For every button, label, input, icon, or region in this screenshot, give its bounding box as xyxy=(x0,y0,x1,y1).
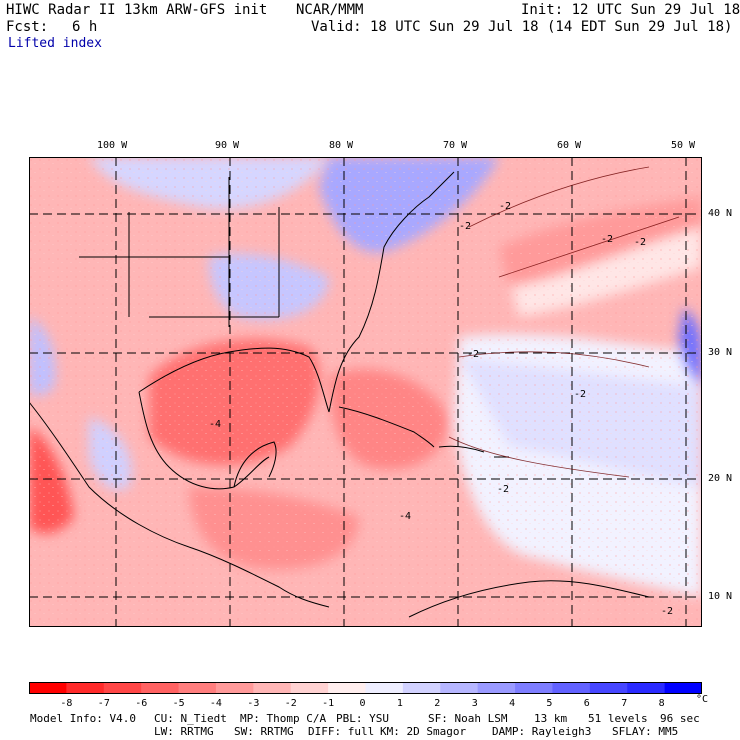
contour-label: -4 xyxy=(399,511,411,522)
colorbar-labels: -8 -7 -6 -5 -4 -3 -2 -1 0 1 2 3 4 5 6 7 8 °C xyxy=(0,694,740,709)
colorbar-tick-label: 0 xyxy=(359,698,366,709)
lat-label: 20 N xyxy=(708,473,733,484)
border-line xyxy=(79,177,280,327)
hispaniola xyxy=(438,445,485,453)
contour-label: -2 xyxy=(601,234,613,245)
coastlines-and-borders xyxy=(29,171,650,618)
levels: 51 levels xyxy=(588,712,648,725)
lon-label: 90 W xyxy=(215,140,240,151)
contour-label: -2 xyxy=(661,606,673,617)
contour-label: -2 xyxy=(467,349,479,360)
colorbar-tick-label: 8 xyxy=(658,698,665,709)
colorbar xyxy=(29,682,702,694)
colorbar-swatch xyxy=(552,682,591,694)
colorbar-swatch xyxy=(290,682,329,694)
colorbar-tick-label: -8 xyxy=(60,698,73,709)
surface-layer-option: SFLAY: MM5 xyxy=(612,725,679,738)
colorbar-swatch xyxy=(477,682,516,694)
colorbar-swatch xyxy=(253,682,292,694)
colorbar-tick-label: -3 xyxy=(247,698,260,709)
colorbar-tick-label: -2 xyxy=(284,698,297,709)
shortwave-scheme: SW: RRTMG xyxy=(234,725,294,738)
lon-label: 80 W xyxy=(329,140,354,151)
forecast-hour: 6 h xyxy=(72,19,98,35)
lon-label: 60 W xyxy=(557,140,582,151)
diffusion-option: DIFF: full xyxy=(308,725,375,738)
lat-label: 40 N xyxy=(708,208,733,219)
colorbar-swatch xyxy=(29,682,67,694)
model-title: HIWC Radar II 13km ARW-GFS init xyxy=(6,2,268,18)
us-east-coast xyxy=(328,171,455,413)
km-option: KM: 2D Smagor xyxy=(380,725,467,738)
colorbar-swatch xyxy=(66,682,105,694)
field-name: Lifted index xyxy=(8,36,102,51)
lon-label: 50 W xyxy=(671,140,696,151)
lat-label: 10 N xyxy=(708,591,733,602)
mexico-pacific-coast xyxy=(29,401,190,548)
colorbar-tick-label: 7 xyxy=(621,698,628,709)
colorbar-swatch xyxy=(440,682,479,694)
organization: NCAR/MMM xyxy=(296,2,364,18)
colorbar-swatch xyxy=(103,682,142,694)
colorbar-tick-label: 3 xyxy=(471,698,478,709)
colorbar-swatch xyxy=(328,682,366,694)
mexico-coast xyxy=(138,391,270,490)
colorbar-tick-label: 5 xyxy=(546,698,553,709)
lat-label: 30 N xyxy=(708,347,733,358)
colorbar-tick-label: 4 xyxy=(509,698,516,709)
colorbar-tick-label: -4 xyxy=(209,698,222,709)
surface-scheme: SF: Noah LSM xyxy=(428,712,508,725)
init-time: Init: 12 UTC Sun 29 Jul 18 xyxy=(521,2,740,18)
valid-time: Valid: 18 UTC Sun 29 Jul 18 (14 EDT Sun … xyxy=(311,19,733,35)
lifted-index-map: -2 -2 -2 -2 -4 -2 -2 -2 -4 -2 xyxy=(29,157,702,627)
colorbar-tick-label: -7 xyxy=(97,698,110,709)
south-america-coast xyxy=(408,580,650,618)
colorbar-swatch xyxy=(215,682,254,694)
colorbar-swatch xyxy=(402,682,441,694)
microphysics-scheme: MP: Thomp C/A xyxy=(240,712,327,725)
colorbar-unit: °C xyxy=(696,694,709,705)
model-info: Model Info: V4.0 xyxy=(30,712,136,725)
central-america-coast xyxy=(188,546,330,608)
lon-label: 70 W xyxy=(443,140,468,151)
lon-label: 100 W xyxy=(97,140,128,151)
colorbar-border xyxy=(29,682,702,694)
colorbar-tick-label: -5 xyxy=(172,698,185,709)
colorbar-swatch xyxy=(589,682,628,694)
forecast-label: Fcst: xyxy=(6,19,49,35)
contour-label: -2 xyxy=(574,389,586,400)
map-border xyxy=(29,157,702,627)
pbl-scheme: PBL: YSU xyxy=(336,712,389,725)
colorbar-swatch xyxy=(178,682,217,694)
contour-lines xyxy=(448,166,680,478)
colorbar-tick-label: -6 xyxy=(135,698,148,709)
longwave-scheme: LW: RRTMG xyxy=(154,725,214,738)
damping-option: DAMP: Rayleigh3 xyxy=(492,725,592,738)
us-gulf-coast xyxy=(138,347,330,413)
contour-label-group: -2 -2 -2 -2 -4 -2 -2 -2 -4 -2 xyxy=(209,201,673,617)
colorbar-swatch xyxy=(664,682,702,694)
timestep: 96 sec xyxy=(660,712,700,725)
colorbar-tick-label: 6 xyxy=(583,698,590,709)
contour-label: -2 xyxy=(497,484,509,495)
contour-label: -2 xyxy=(459,221,471,232)
cuba xyxy=(338,406,435,448)
yucatan xyxy=(233,441,277,488)
lat-lon-grid xyxy=(29,157,702,627)
colorbar-swatch xyxy=(515,682,553,694)
contour-label: -2 xyxy=(634,237,646,248)
colorbar-tick-label: -1 xyxy=(322,698,335,709)
colorbar-swatch xyxy=(141,682,180,694)
colorbar-tick-label: 2 xyxy=(434,698,441,709)
colorbar-swatch xyxy=(365,682,404,694)
contour-label: -2 xyxy=(499,201,511,212)
contour-label: -4 xyxy=(209,419,221,430)
colorbar-tick-label: 1 xyxy=(396,698,403,709)
cumulus-scheme: CU: N_Tiedt xyxy=(154,712,227,725)
colorbar-swatch xyxy=(627,682,666,694)
resolution: 13 km xyxy=(534,712,568,725)
